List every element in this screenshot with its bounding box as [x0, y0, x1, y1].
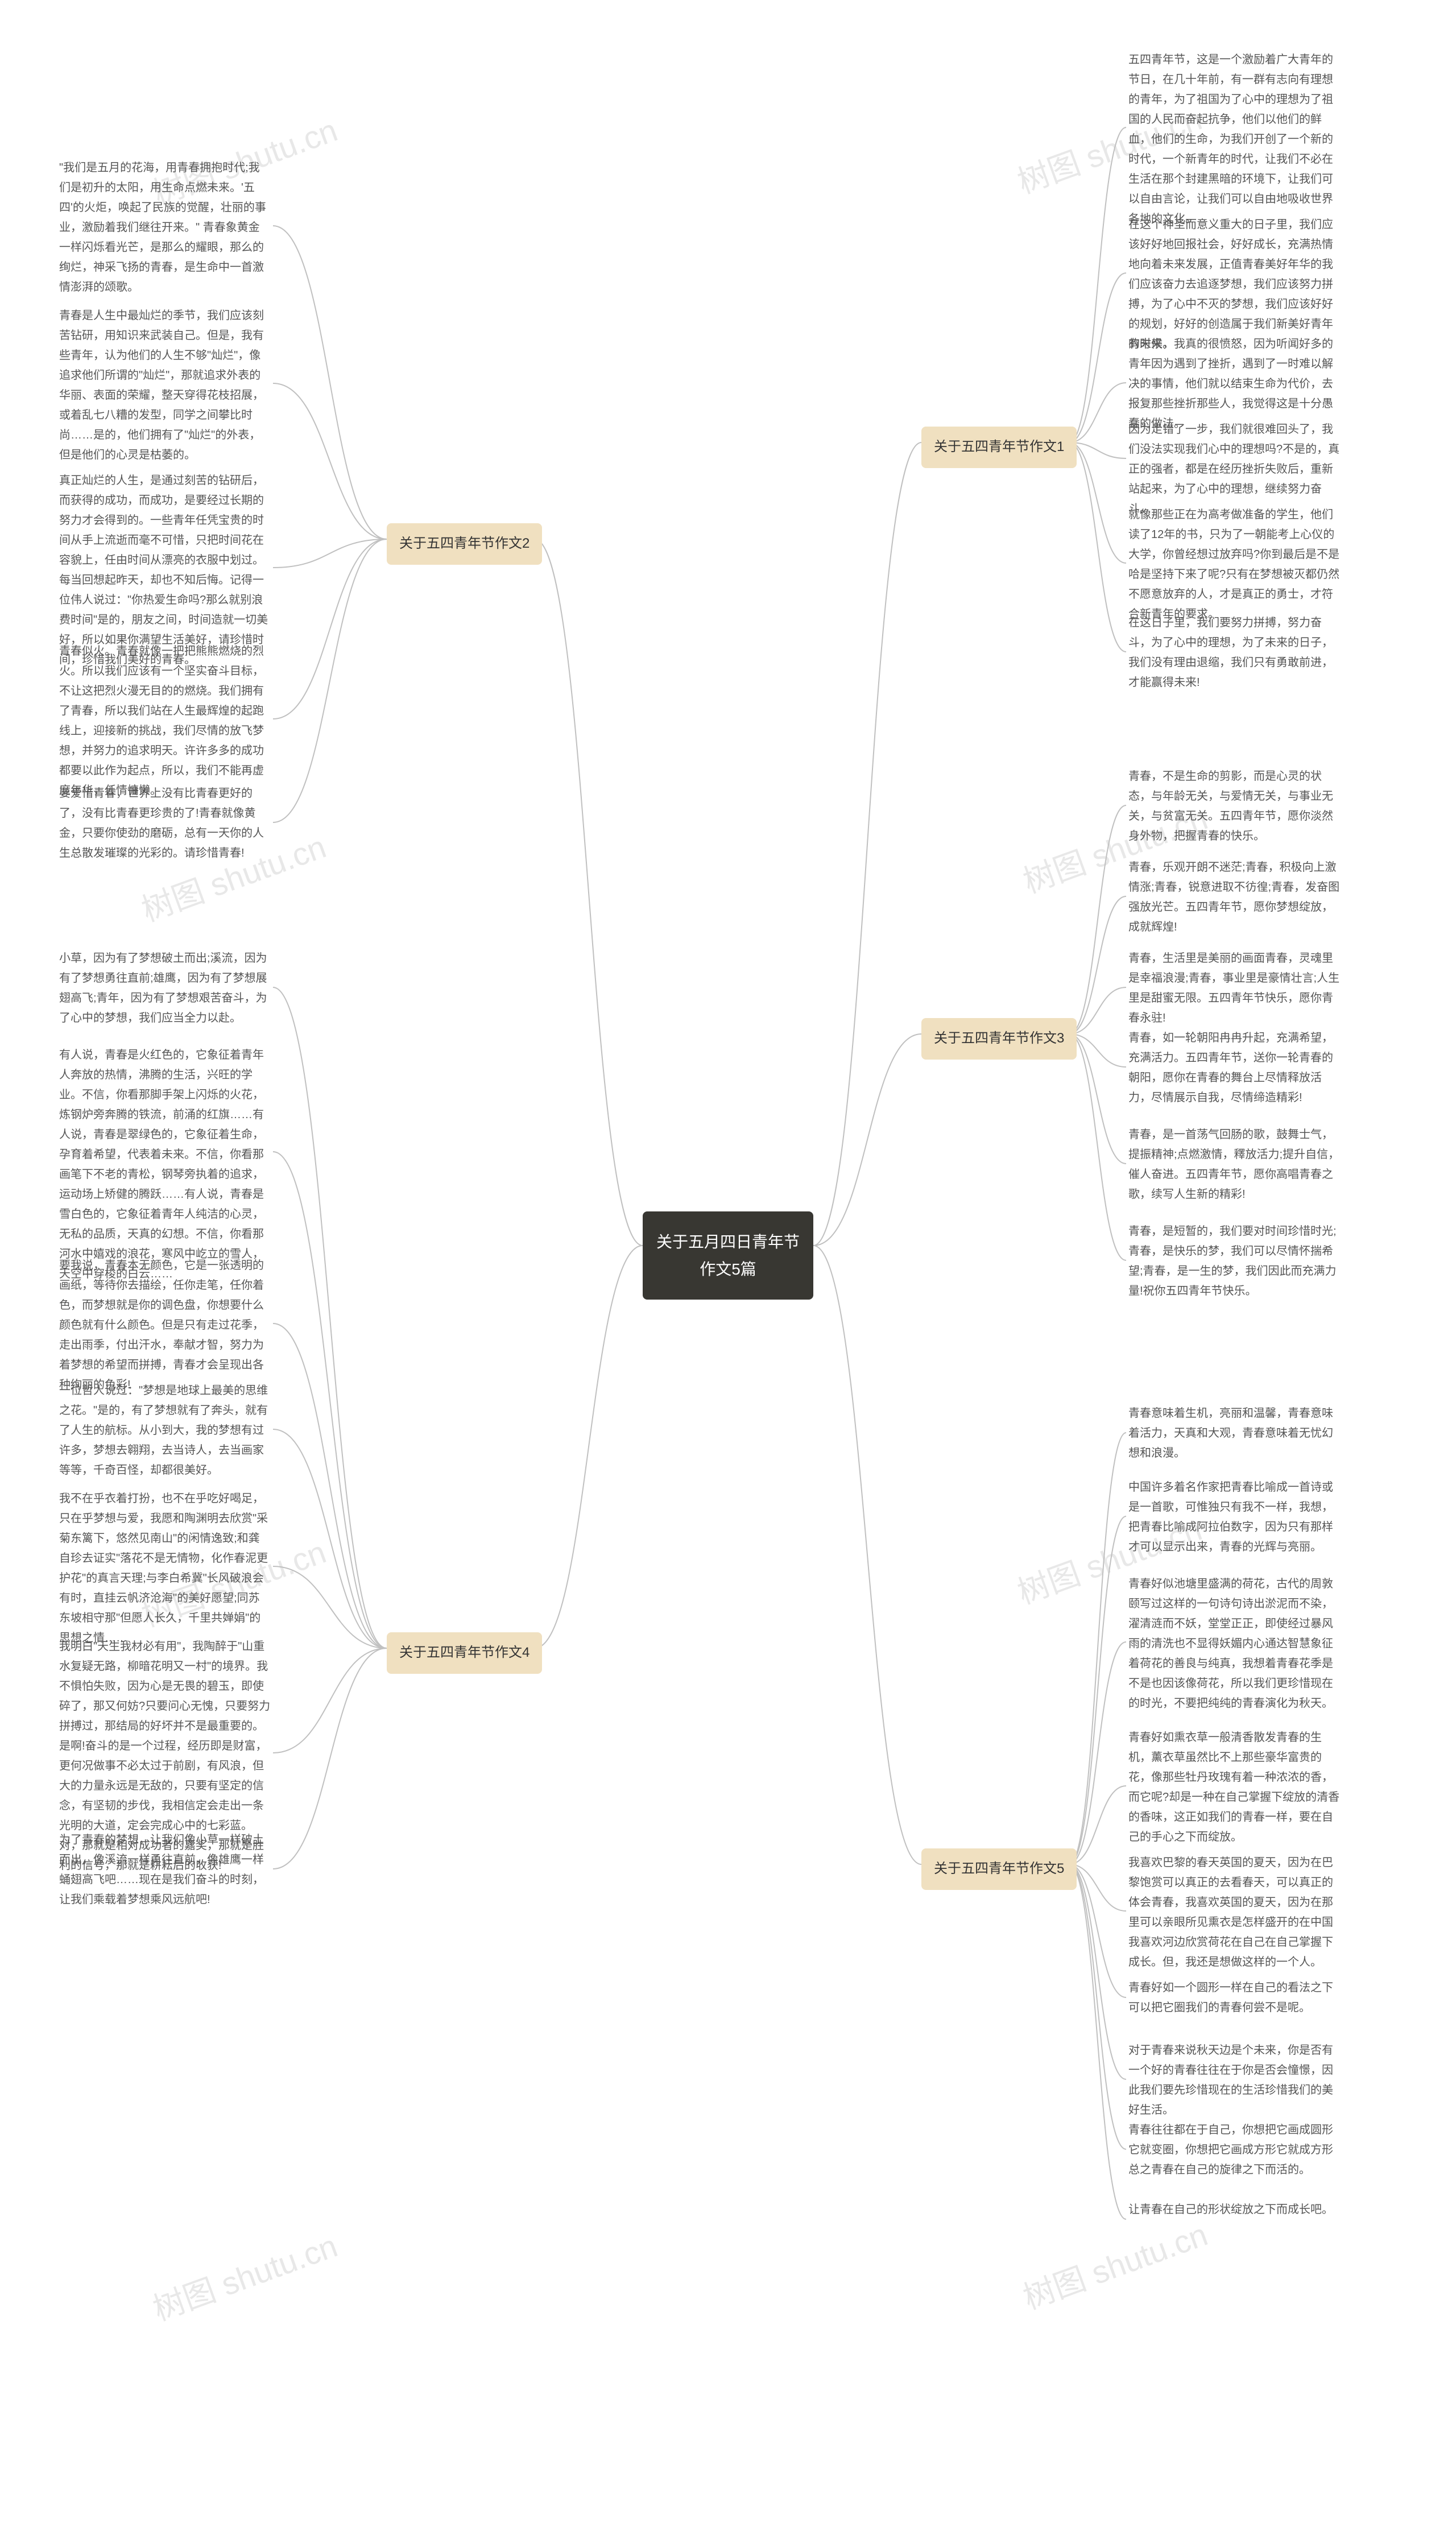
leaf-node: 青春好如熏衣草一般清香散发青春的生机，薰衣草虽然比不上那些豪华富贵的花，像那些牡… [1126, 1723, 1342, 1852]
leaf-node: 在这日子里，我们要努力拼搏，努力奋斗，为了心中的理想，为了未来的日子，我们没有理… [1126, 609, 1342, 697]
leaf-node: 为了青春的梦想，让我们像小草一样破土而出，像溪流一样勇往直前，像雄鹰一样蛹翅高飞… [57, 1826, 273, 1914]
leaf-node: "我们是五月的花海，用青春拥抱时代;我们是初升的太阳，用生命点燃未来。'五四'的… [57, 154, 273, 302]
leaf-node: 青春，生活里是美丽的画面青春，灵魂里是幸福浪漫;青春，事业里是豪情壮言;人生里是… [1126, 944, 1342, 1033]
branch-node: 关于五四青年节作文2 [387, 523, 542, 565]
mindmap-container: 关于五月四日青年节作文5篇 树图 shutu.cn树图 shutu.cn树图 s… [0, 0, 1456, 2544]
watermark: 树图 shutu.cn [1016, 2209, 1213, 2318]
leaf-node: 小草，因为有了梦想破土而出;溪流，因为有了梦想勇往直前;雄鹰，因为有了梦想展翅高… [57, 944, 273, 1033]
leaf-node: 让青春在自己的形状绽放之下而成长吧。 [1126, 2195, 1342, 2224]
leaf-node: 青春好如一个圆形一样在自己的看法之下可以把它圈我们的青春何尝不是呢。 [1126, 1974, 1342, 2022]
leaf-node: 青春，如一轮朝阳冉冉升起，充满希望，充满活力。五四青年节，送你一轮青春的朝阳，愿… [1126, 1024, 1342, 1112]
leaf-node: 青春，是短暂的，我们要对时间珍惜时光; 青春，是快乐的梦，我们可以尽情怀揣希望;… [1126, 1217, 1342, 1306]
leaf-node: 要爱惜青春，世界上没有比青春更好的了，没有比青春更珍贵的了!青春就像黄金，只要你… [57, 779, 273, 868]
leaf-node: 青春，是一首荡气回肠的歌，鼓舞士气，提振精神;点燃激情，釋放活力;提升自信，催人… [1126, 1120, 1342, 1209]
leaf-node: 对于青春来说秋天边是个未来，你是否有一个好的青春往往在于你是否会憧憬，因此我们要… [1126, 2036, 1342, 2125]
leaf-node: 青春意味着生机，亮丽和温馨，青春意味着活力，天真和大观，青春意味着无忧幻想和浪漫… [1126, 1399, 1342, 1468]
leaf-node: 青春往往都在于自己，你想把它画成圆形它就变圈，你想把它画成方形它就成方形总之青春… [1126, 2116, 1342, 2185]
leaf-node: 中国许多着名作家把青春比喻成一首诗或是一首歌，可惟独只有我不一样，我想，把青春比… [1126, 1473, 1342, 1562]
leaf-node: 一位哲人说过："梦想是地球上最美的思维之花。"是的，有了梦想就有了奔头，就有了人… [57, 1376, 273, 1485]
watermark: 树图 shutu.cn [146, 2220, 343, 2330]
leaf-node: 青春，不是生命的剪影，而是心灵的状态，与年龄无关，与爱情无关，与事业无关，与贫富… [1126, 762, 1342, 851]
branch-node: 关于五四青年节作文4 [387, 1632, 542, 1674]
leaf-node: 我喜欢巴黎的春天英国的夏天，因为在巴黎饱赏可以真正的去看春天，可以真正的体会青春… [1126, 1848, 1342, 1977]
branch-node: 关于五四青年节作文3 [921, 1018, 1077, 1060]
leaf-node: 青春，乐观开朗不迷茫;青春，积极向上激情涨;青春，锐意进取不彷徨;青春，发奋图强… [1126, 853, 1342, 942]
branch-node: 关于五四青年节作文5 [921, 1848, 1077, 1890]
leaf-node: 青春是人生中最灿烂的季节，我们应该刻苦钻研，用知识来武装自己。但是，我有些青年，… [57, 301, 273, 470]
leaf-node: 青春好似池塘里盛满的荷花，古代的周敦颐写过这样的一句诗句诗出淤泥而不染，濯清涟而… [1126, 1570, 1342, 1718]
branch-node: 关于五四青年节作文1 [921, 427, 1077, 468]
root-node: 关于五月四日青年节作文5篇 [643, 1211, 813, 1300]
leaf-node: 五四青年节，这是一个激励着广大青年的节日，在几十年前，有一群有志向有理想的青年，… [1126, 45, 1342, 234]
leaf-node: 我不在乎衣着打扮，也不在乎吃好喝足，只在乎梦想与爱，我愿和陶渊明去欣赏"采菊东篱… [57, 1484, 273, 1653]
